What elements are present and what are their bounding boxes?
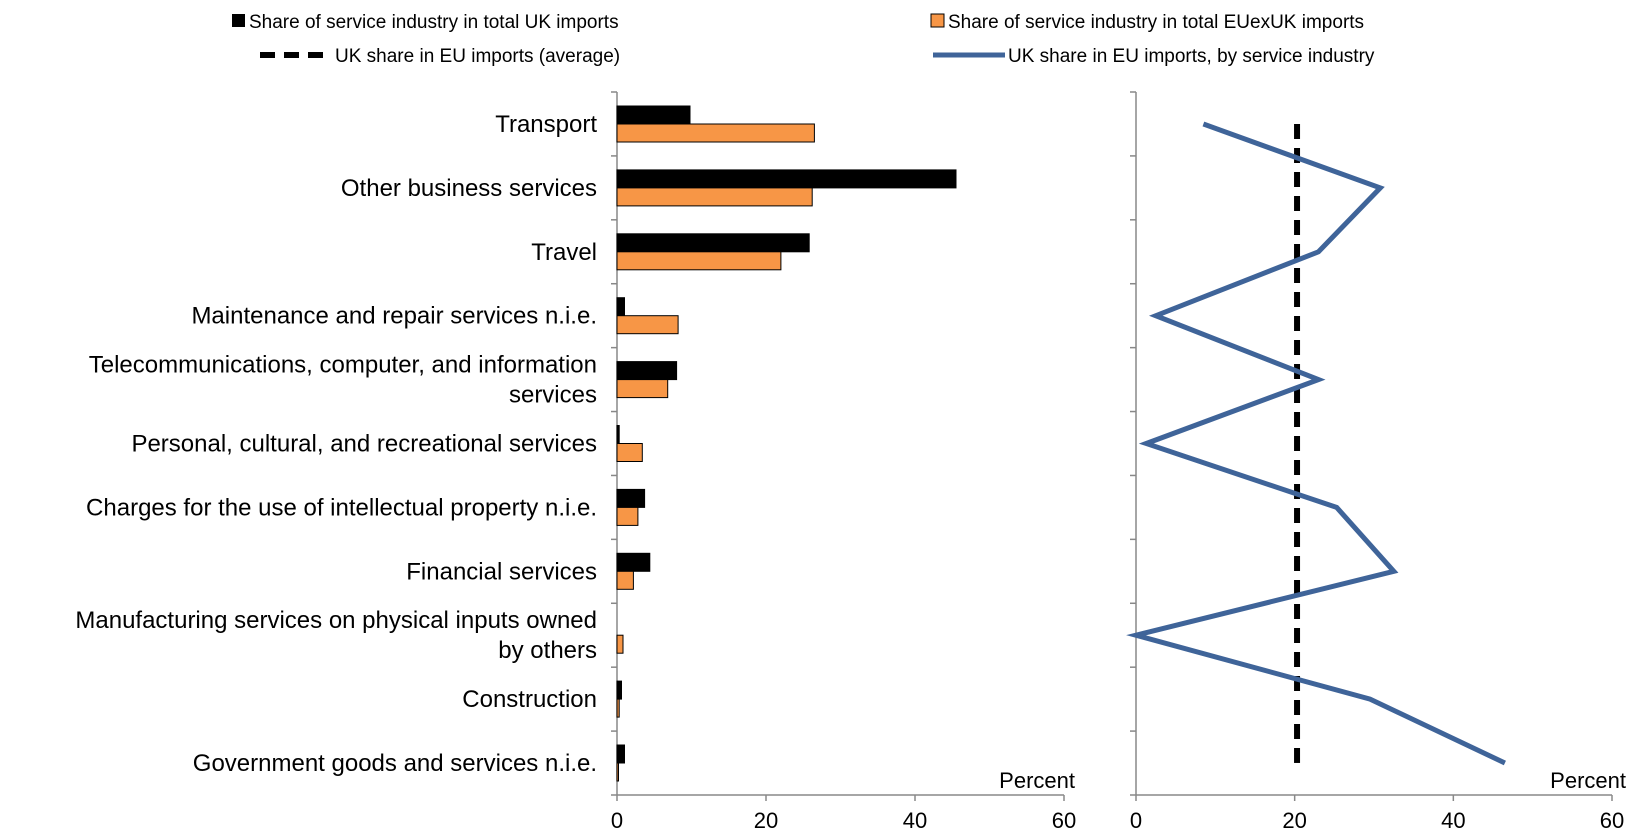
category-label-personal-cultural-and-recreational-services: Personal, cultural, and recreational ser…: [131, 431, 597, 458]
bar-panel: 0 20 40 60 Percent: [611, 91, 1076, 833]
bar-panel-x-tick-label-0: 0: [611, 808, 623, 833]
line-panel-unit-label: Percent: [1550, 768, 1626, 793]
bar-uk-government-goods-and-services-n-i-e: [616, 744, 625, 764]
category-label-construction: Construction: [462, 686, 597, 713]
share-points: [1135, 123, 1505, 764]
bar-euexuk-government-goods-and-services-n-i-e: [616, 762, 619, 782]
bar-euexuk-charges-for-the-use-of-intellectual-property-n-i-e: [616, 506, 639, 526]
bar-euexuk-manufacturing-services-on-physical-inputs-owned-by-others: [616, 634, 624, 654]
line-panel-x-tick-label-0: 0: [1130, 808, 1142, 833]
bar-uk-construction: [616, 680, 622, 700]
bar-uk-maintenance-and-repair-services-n-i-e: [616, 297, 625, 317]
line-panel: 0 20 40 60 Percent: [1126, 91, 1626, 833]
legend-label-uk-imports: Share of service industry in total UK im…: [249, 12, 619, 33]
bar-uk-telecommunications-computer-and-information-services: [616, 361, 678, 381]
category-label-telecommunications-computer-and-information-services-line-2: services: [509, 382, 597, 409]
category-label-financial-services: Financial services: [406, 558, 597, 585]
line-panel-x-tick-label-20: 20: [1282, 808, 1306, 833]
bar-panel-x-tick-label-60: 60: [1052, 808, 1076, 833]
category-label-manufacturing-services-on-physical-inputs-owned-by-others-line-1: Manufacturing services on physical input…: [75, 607, 597, 634]
category-label-government-goods-and-services-n-i-e: Government goods and services n.i.e.: [193, 750, 597, 777]
category-label-travel: Travel: [531, 239, 597, 266]
bar-euexuk-telecommunications-computer-and-information-services: [616, 379, 669, 399]
legend-swatch-euexuk-imports: [930, 13, 945, 28]
bar-euexuk-transport: [616, 123, 815, 143]
bar-euexuk-financial-services: [616, 570, 634, 590]
bar-uk-travel: [616, 233, 810, 253]
category-labels: Transport Other business services Travel Ma…: [75, 111, 597, 777]
bar-euexuk-maintenance-and-repair-services-n-i-e: [616, 315, 679, 335]
bar-uk-other-business-services: [616, 169, 957, 189]
bar-uk-transport: [616, 105, 691, 125]
bar-panel-x-tick-label-20: 20: [754, 808, 778, 833]
bar-euexuk-other-business-services: [616, 187, 813, 207]
bars: [616, 105, 957, 782]
line-panel-ticks: 0 20 40 60: [1130, 91, 1624, 833]
bar-uk-personal-cultural-and-recreational-services: [616, 425, 620, 444]
legend-label-uk-share-by-industry: UK share in EU imports, by service indus…: [1008, 46, 1375, 67]
legend-label-uk-share-average: UK share in EU imports (average): [335, 46, 620, 67]
bar-panel-x-tick-label-40: 40: [903, 808, 927, 833]
bar-panel-ticks: 0 20 40 60: [611, 91, 1076, 833]
line-panel-x-tick-label-60: 60: [1600, 808, 1624, 833]
bar-uk-charges-for-the-use-of-intellectual-property-n-i-e: [616, 488, 646, 508]
category-label-transport: Transport: [495, 111, 597, 138]
category-label-charges-for-the-use-of-intellectual-property-n-i-e: Charges for the use of intellectual prop…: [86, 494, 597, 521]
category-label-maintenance-and-repair-services-n-i-e: Maintenance and repair services n.i.e.: [191, 303, 597, 330]
share-by-industry-line: [1126, 121, 1506, 766]
legend: Share of service industry in total UK im…: [232, 12, 1375, 67]
bar-uk-financial-services: [616, 552, 651, 572]
bar-euexuk-travel: [616, 251, 782, 271]
category-label-telecommunications-computer-and-information-services-line-1: Telecommunications, computer, and inform…: [89, 352, 597, 379]
bar-euexuk-construction: [616, 698, 620, 718]
bar-euexuk-personal-cultural-and-recreational-services: [616, 443, 643, 462]
category-label-manufacturing-services-on-physical-inputs-owned-by-others-line-2: by others: [498, 637, 597, 664]
legend-label-euexuk-imports: Share of service industry in total EUexU…: [948, 12, 1364, 33]
bar-panel-unit-label: Percent: [999, 768, 1075, 793]
line-panel-x-tick-label-40: 40: [1441, 808, 1465, 833]
legend-swatch-uk-imports: [232, 14, 245, 27]
category-label-other-business-services: Other business services: [341, 175, 597, 202]
